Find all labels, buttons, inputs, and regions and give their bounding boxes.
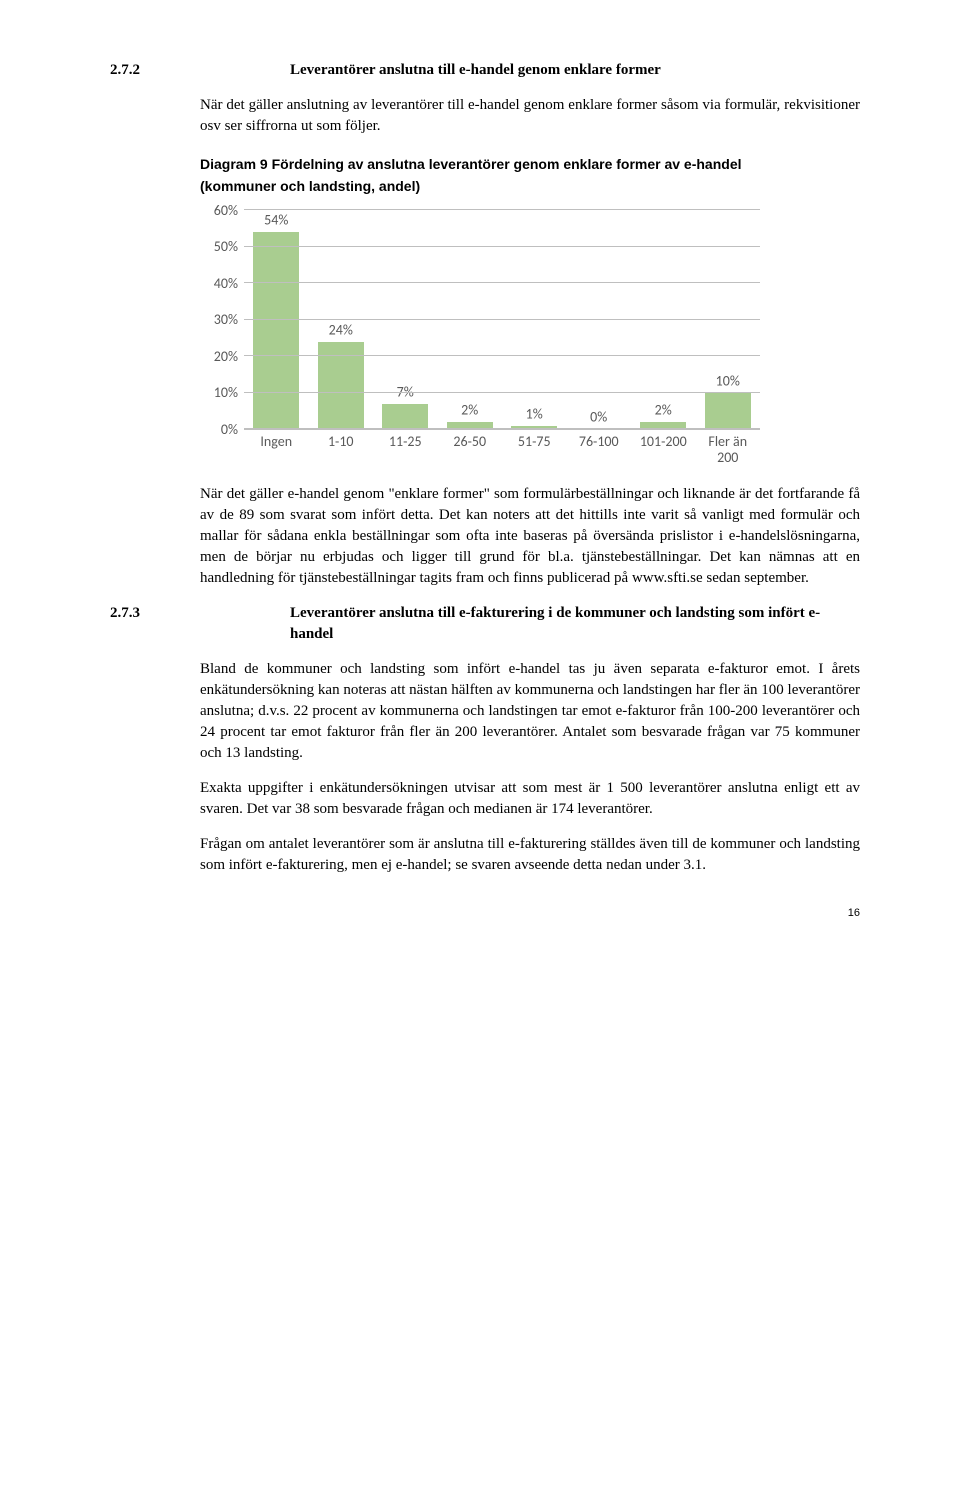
section-heading-273: 2.7.3Leverantörer anslutna till e-faktur… [200,603,860,645]
chart-gridline [244,282,760,283]
section-number: 2.7.3 [200,603,290,624]
chart-x-axis: Ingen1-1011-2526-5051-7576-100101-200Fle… [244,430,760,466]
paragraph: När det gäller e-handel genom "enklare f… [200,484,860,589]
chart-bar: 54% [253,232,299,429]
chart-x-tick-label: 101-200 [631,430,696,466]
chart-bar-column: 7% [373,210,438,429]
chart-gridline [244,246,760,247]
chart-x-tick-label: 76-100 [567,430,632,466]
section-heading-272: 2.7.2Leverantörer anslutna till e-handel… [200,60,860,81]
paragraph: Bland de kommuner och landsting som infö… [200,659,860,764]
chart-x-tick-label: 11-25 [373,430,438,466]
chart-bar-column: 1% [502,210,567,429]
chart-x-tick-label: 1-10 [309,430,374,466]
section-title: Leverantörer anslutna till e-handel geno… [290,62,661,78]
chart-bar-column: 10% [696,210,761,429]
chart-y-tick-label: 20% [200,346,238,366]
chart-y-tick-label: 40% [200,273,238,293]
chart-x-tick-label: Fler än200 [696,430,761,466]
chart-x-tick-label: 51-75 [502,430,567,466]
chart-title: Diagram 9 Fördelning av anslutna leveran… [200,155,860,175]
chart-y-tick-label: 10% [200,383,238,403]
chart-bar-value-label: 2% [447,400,493,420]
chart-bar: 7% [382,404,428,430]
chart-gridline [244,319,760,320]
paragraph: Frågan om antalet leverantörer som är an… [200,834,860,876]
chart-bar-column: 2% [438,210,503,429]
chart-y-tick-label: 50% [200,237,238,257]
chart-y-tick-label: 60% [200,200,238,220]
chart-bar-value-label: 24% [318,320,364,340]
section-title: Leverantörer anslutna till e-fakturering… [290,605,820,642]
chart-y-tick-label: 0% [200,419,238,439]
chart-subtitle: (kommuner och landsting, andel) [200,177,860,197]
chart-bar-value-label: 54% [253,211,299,231]
chart-gridline [244,428,760,429]
paragraph: Exakta uppgifter i enkätundersökningen u… [200,778,860,820]
chart-bar-column: 2% [631,210,696,429]
page-number: 16 [200,906,860,921]
chart-bar-value-label: 1% [511,404,557,424]
chart-bar-value-label: 0% [576,408,622,428]
section-number: 2.7.2 [200,60,290,81]
chart-bar-column: 0% [567,210,632,429]
chart-bar-column: 24% [309,210,374,429]
chart-y-tick-label: 30% [200,310,238,330]
bar-chart: 54%24%7%2%1%0%2%10% 0%10%20%30%40%50%60%… [200,210,760,466]
chart-bar-value-label: 2% [640,400,686,420]
chart-gridline [244,209,760,210]
chart-plot-area: 54%24%7%2%1%0%2%10% 0%10%20%30%40%50%60% [244,210,760,430]
chart-x-tick-label: 26-50 [438,430,503,466]
chart-bar: 10% [705,393,751,429]
chart-bar-column: 54% [244,210,309,429]
chart-gridline [244,392,760,393]
chart-gridline [244,355,760,356]
chart-x-tick-label: Ingen [244,430,309,466]
chart-bar-value-label: 10% [705,371,751,391]
paragraph: När det gäller anslutning av leverantöre… [200,95,860,137]
chart-bars: 54% 24% 7% 2% 1% 0% 2% 10% [244,210,760,429]
